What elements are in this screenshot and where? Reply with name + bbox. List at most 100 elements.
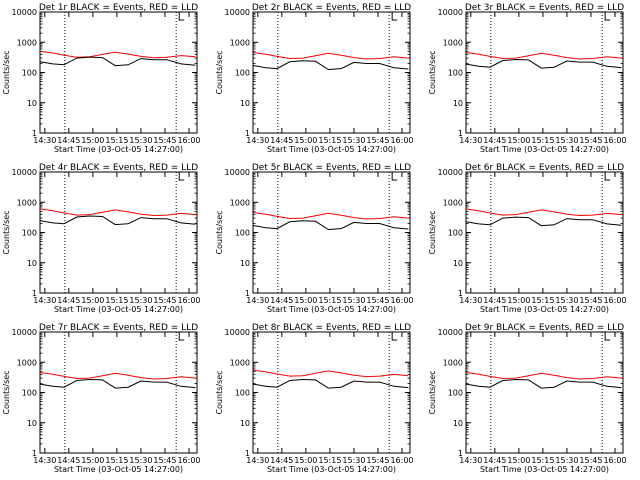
- series-lld: [252, 212, 409, 220]
- series-events: [465, 216, 622, 227]
- x-tick-label: 16:00: [603, 456, 626, 465]
- y-tick-label: 10000: [12, 328, 37, 337]
- y-tick-label: 10000: [12, 168, 37, 177]
- x-axis-label: Start Time (03-Oct-05 14:27:00): [267, 145, 396, 154]
- bracket-marker: [604, 332, 611, 341]
- y-tick-label: 10000: [438, 8, 463, 17]
- y-tick-label: 100: [22, 389, 37, 398]
- plot-frame: [252, 171, 411, 294]
- series-events: [252, 378, 409, 389]
- y-tick-label: 10: [453, 259, 463, 268]
- panel-title: Det 8r BLACK = Events, RED = LLD: [252, 323, 411, 333]
- x-tick-label: 15:30: [129, 296, 152, 305]
- panel-title: Det 3r BLACK = Events, RED = LLD: [465, 3, 624, 13]
- x-tick-label: 16:00: [603, 136, 626, 145]
- plot-frame: [252, 11, 411, 134]
- bracket-marker: [604, 172, 611, 181]
- bracket-marker: [178, 12, 185, 21]
- bracket-marker: [178, 172, 185, 181]
- x-tick-label: 15:30: [555, 136, 578, 145]
- series-events: [39, 215, 196, 226]
- y-tick-label: 100: [22, 229, 37, 238]
- bracket-marker: [391, 172, 398, 181]
- y-tick-label: 1: [32, 129, 37, 138]
- x-tick-label: 15:00: [294, 136, 317, 145]
- y-axis-label: Counts/sec: [2, 210, 11, 254]
- x-tick-label: 16:00: [603, 296, 626, 305]
- bracket-marker: [178, 332, 185, 341]
- x-tick-label: 15:15: [318, 136, 341, 145]
- series-lld: [39, 50, 196, 59]
- x-tick-label: 15:45: [153, 136, 176, 145]
- y-tick-label: 1: [245, 289, 250, 298]
- x-tick-label: 14:30: [33, 296, 56, 305]
- y-tick-label: 100: [448, 229, 463, 238]
- plot-frame: [465, 11, 624, 134]
- y-tick-label: 1: [245, 449, 250, 458]
- x-tick-label: 15:00: [507, 456, 530, 465]
- y-axis-label: Counts/sec: [428, 370, 437, 414]
- y-tick-label: 1000: [443, 38, 463, 47]
- x-tick-label: 15:45: [366, 296, 389, 305]
- panel-3: Det 3r BLACK = Events, RED = LLD 1 10 100 10…: [428, 3, 627, 154]
- x-tick-label: 15:45: [366, 136, 389, 145]
- x-tick-label: 14:45: [270, 136, 293, 145]
- x-tick-label: 14:45: [57, 136, 80, 145]
- y-tick-label: 100: [235, 389, 250, 398]
- y-tick-label: 1000: [230, 38, 250, 47]
- x-tick-label: 15:45: [153, 296, 176, 305]
- y-tick-label: 100: [235, 69, 250, 78]
- series-lld: [252, 369, 409, 378]
- series-events: [465, 378, 622, 389]
- x-tick-label: 14:45: [270, 296, 293, 305]
- y-tick-label: 10: [27, 419, 37, 428]
- x-tick-label: 15:45: [579, 456, 602, 465]
- x-tick-label: 14:30: [459, 456, 482, 465]
- y-tick-label: 10000: [12, 8, 37, 17]
- x-tick-label: 15:15: [531, 296, 554, 305]
- y-tick-label: 1: [32, 289, 37, 298]
- y-tick-label: 10: [240, 259, 250, 268]
- x-tick-label: 14:45: [483, 296, 506, 305]
- panel-title: Det 5r BLACK = Events, RED = LLD: [252, 163, 411, 173]
- y-tick-label: 1000: [17, 38, 37, 47]
- y-tick-label: 10: [453, 99, 463, 108]
- x-tick-label: 14:45: [483, 456, 506, 465]
- panel-title: Det 9r BLACK = Events, RED = LLD: [465, 323, 624, 333]
- y-tick-label: 10000: [438, 168, 463, 177]
- x-tick-label: 14:45: [270, 456, 293, 465]
- panel-title: Det 6r BLACK = Events, RED = LLD: [465, 163, 624, 173]
- x-tick-label: 15:00: [81, 296, 104, 305]
- x-tick-label: 15:45: [153, 456, 176, 465]
- y-tick-label: 10: [27, 99, 37, 108]
- y-axis-label: Counts/sec: [215, 370, 224, 414]
- y-tick-label: 100: [448, 389, 463, 398]
- panel-9: Det 9r BLACK = Events, RED = LLD 1 10 100 10…: [428, 323, 627, 474]
- x-tick-label: 15:00: [294, 456, 317, 465]
- panel-2: Det 2r BLACK = Events, RED = LLD 1 10 100 10…: [215, 3, 414, 154]
- series-lld: [39, 208, 196, 217]
- x-tick-label: 14:30: [246, 136, 269, 145]
- x-tick-label: 14:45: [57, 296, 80, 305]
- x-tick-label: 15:45: [579, 136, 602, 145]
- x-tick-label: 16:00: [390, 296, 413, 305]
- y-axis-label: Counts/sec: [215, 210, 224, 254]
- x-axis-label: Start Time (03-Oct-05 14:27:00): [480, 465, 609, 474]
- series-events: [252, 60, 409, 71]
- panel-6: Det 6r BLACK = Events, RED = LLD 1 10 100 10…: [428, 163, 627, 314]
- x-axis-label: Start Time (03-Oct-05 14:27:00): [267, 305, 396, 314]
- x-tick-label: 15:00: [294, 296, 317, 305]
- y-tick-label: 1000: [17, 198, 37, 207]
- x-tick-label: 15:30: [342, 296, 365, 305]
- x-tick-label: 15:15: [105, 136, 128, 145]
- y-tick-label: 1: [458, 449, 463, 458]
- x-tick-label: 15:15: [318, 456, 341, 465]
- y-tick-label: 1000: [443, 358, 463, 367]
- y-tick-label: 1: [245, 129, 250, 138]
- y-tick-label: 1: [458, 129, 463, 138]
- plot-frame: [252, 331, 411, 454]
- y-tick-label: 1000: [17, 358, 37, 367]
- x-axis-label: Start Time (03-Oct-05 14:27:00): [54, 465, 183, 474]
